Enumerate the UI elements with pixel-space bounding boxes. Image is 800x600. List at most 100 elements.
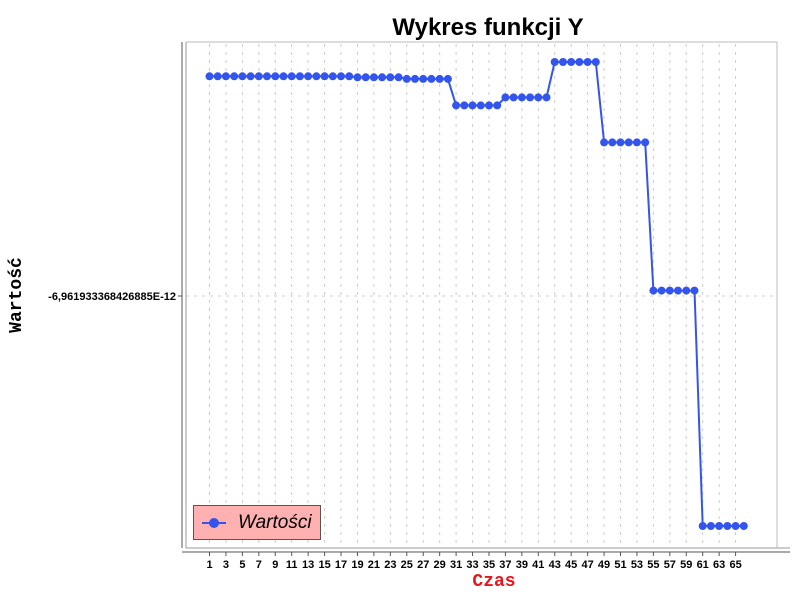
data-point — [452, 101, 461, 110]
x-tick-label: 1 — [206, 559, 212, 571]
legend: Wartości — [193, 505, 321, 540]
x-tick-label: 39 — [516, 559, 528, 571]
data-point — [419, 74, 428, 83]
data-point — [386, 73, 395, 82]
data-point — [509, 93, 518, 102]
data-point — [295, 72, 304, 81]
x-tick-label: 33 — [466, 559, 478, 571]
data-point — [550, 58, 559, 66]
data-point — [641, 138, 650, 147]
x-tick-label: 17 — [335, 559, 347, 571]
data-point — [485, 101, 493, 110]
data-point — [517, 93, 526, 102]
data-point — [476, 101, 485, 110]
x-axis-title: Czas — [472, 572, 516, 592]
data-point — [731, 522, 740, 530]
y-ticks: -6,961933368426885E-12 — [48, 291, 182, 303]
data-point — [542, 93, 551, 102]
x-tick-label: 63 — [713, 559, 725, 571]
data-point — [493, 101, 502, 110]
data-point — [715, 522, 724, 530]
data-point — [361, 73, 370, 82]
x-tick-label: 61 — [697, 559, 709, 571]
data-point — [501, 93, 510, 102]
data-point — [624, 138, 633, 147]
data-point — [402, 74, 411, 83]
data-point — [559, 58, 567, 66]
x-tick-label: 47 — [581, 559, 593, 571]
data-point — [378, 73, 387, 82]
x-tick-label: 13 — [302, 559, 314, 571]
x-tick-label: 27 — [417, 559, 429, 571]
data-point — [567, 58, 576, 66]
data-point — [394, 73, 403, 82]
data-point — [575, 58, 584, 66]
legend-label: Wartości — [238, 512, 312, 533]
x-tick-label: 41 — [532, 559, 544, 571]
data-point — [279, 72, 288, 81]
x-tick-label: 3 — [223, 559, 229, 571]
chart-title: Wykres funkcji Y — [392, 14, 584, 41]
data-point — [411, 74, 419, 83]
x-tick-label: 45 — [565, 559, 577, 571]
legend-marker — [209, 518, 219, 528]
axes — [181, 41, 790, 553]
grid-lines — [186, 44, 777, 546]
data-point — [205, 72, 214, 81]
data-point — [238, 72, 247, 81]
x-tick-label: 65 — [729, 559, 741, 571]
x-tick-label: 21 — [368, 559, 380, 571]
data-point — [287, 72, 296, 81]
data-point — [583, 58, 592, 66]
data-point — [591, 58, 600, 66]
data-point — [674, 286, 682, 295]
x-tick-label: 31 — [450, 559, 462, 571]
x-tick-label: 5 — [239, 559, 245, 571]
data-point — [337, 72, 345, 81]
data-point — [246, 72, 255, 81]
data-point — [271, 72, 280, 81]
x-tick-label: 29 — [434, 559, 446, 571]
data-point — [690, 286, 699, 295]
data-point — [460, 101, 469, 110]
x-tick-label: 37 — [499, 559, 511, 571]
data-point — [427, 74, 436, 83]
data-point — [616, 138, 625, 147]
x-tick-label: 9 — [272, 559, 278, 571]
x-tick-label: 53 — [631, 559, 643, 571]
data-point — [304, 72, 313, 81]
data-point — [649, 286, 658, 295]
data-point — [682, 286, 691, 295]
x-tick-label: 35 — [483, 559, 495, 571]
data-point — [345, 72, 354, 81]
x-tick-label: 25 — [401, 559, 413, 571]
x-tick-label: 15 — [318, 559, 330, 571]
x-tick-label: 51 — [614, 559, 626, 571]
x-tick-label: 43 — [549, 559, 561, 571]
data-point — [254, 72, 263, 81]
data-point — [468, 101, 477, 110]
data-point — [706, 522, 715, 530]
data-point — [320, 72, 329, 81]
data-point — [312, 72, 321, 81]
data-point — [608, 138, 617, 147]
x-tick-label: 57 — [664, 559, 676, 571]
series-points — [205, 58, 748, 530]
data-point — [328, 72, 337, 81]
x-tick-label: 11 — [286, 559, 298, 571]
y-tick-label: -6,961933368426885E-12 — [48, 291, 176, 303]
data-point — [657, 286, 666, 295]
data-point — [739, 522, 748, 530]
x-ticks: 1 3 5 7 9 11 13 15 17 19 21 23 25 27 29 31 33 35 37 39 41 43 4… — [206, 552, 742, 571]
data-point — [353, 73, 362, 82]
x-tick-label: 55 — [647, 559, 659, 571]
data-point — [526, 93, 535, 102]
data-point — [443, 74, 452, 83]
data-point — [632, 138, 641, 147]
data-point — [698, 522, 707, 530]
data-point — [600, 138, 609, 147]
x-tick-label: 7 — [256, 559, 262, 571]
data-point — [263, 72, 271, 81]
data-point — [213, 72, 222, 81]
